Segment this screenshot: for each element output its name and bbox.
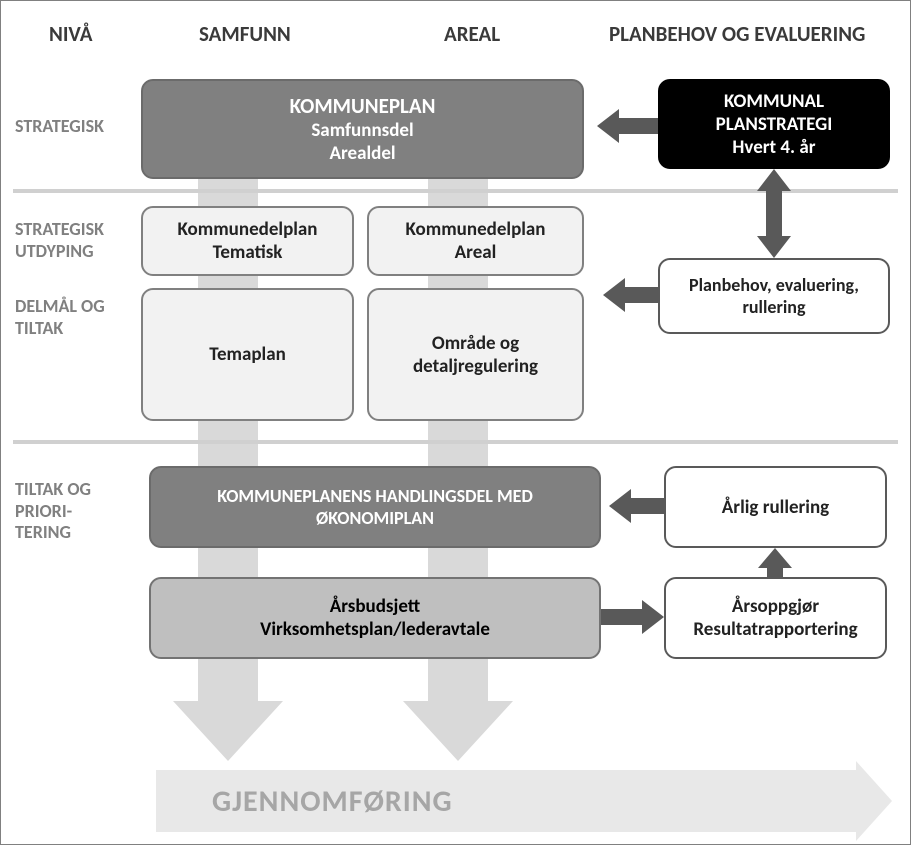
arrow-planstrategi-planbehov-bidir [757, 169, 791, 258]
header-samfunn: SAMFUNN [199, 21, 291, 47]
handlingsdel-l1: KOMMUNEPLANENS HANDLINGSDEL MED [217, 485, 533, 507]
arrow-planbehov-to-middle [603, 278, 658, 312]
box-kdp-tematisk: Kommunedelplan Tematisk [141, 206, 354, 276]
temaplan-l1: Temaplan [209, 343, 286, 366]
arlig-l1: Årlig rullering [722, 496, 829, 519]
rowlabel-strategisk: STRATEGISK [15, 116, 104, 138]
rowlabel-tiltak-l2: PRIORI- [15, 500, 72, 522]
box-arlig-rullering: Årlig rullering [664, 466, 887, 548]
box-kommuneplan: KOMMUNEPLAN Samfunnsdel Arealdel [141, 79, 584, 179]
omrade-l1: Område og [432, 332, 519, 355]
kdp-tematisk-l2: Tematisk [213, 241, 283, 264]
rowlabel-tiltak-l1: TILTAK OG [15, 478, 91, 500]
planstrategi-l3: Hvert 4. år [732, 136, 815, 159]
arsoppgjor-l1: Årsoppgjør [732, 595, 819, 618]
handlingsdel-l2: ØKONOMIPLAN [316, 507, 434, 529]
rowlabel-delmal-l2: TILTAK [15, 317, 63, 339]
box-arsbudsjett: Årsbudsjett Virksomhetsplan/lederavtale [149, 577, 601, 659]
banner-label: GJENNOMFØRING [212, 783, 453, 820]
planbehov-eval-l1: Planbehov, evaluering, [689, 274, 859, 296]
kommuneplan-l2: Samfunnsdel [311, 119, 413, 142]
rowlabel-tiltak: TILTAK OG PRIORI- TERING [15, 479, 91, 544]
box-handlingsdel: KOMMUNEPLANENS HANDLINGSDEL MED ØKONOMIP… [149, 466, 601, 548]
rowlabel-strategisk-utdyping-l1: STRATEGISK [15, 218, 104, 240]
arrow-arsoppgjor-to-arlig [758, 548, 792, 577]
box-kdp-areal: Kommunedelplan Areal [367, 206, 584, 276]
box-temaplan: Temaplan [141, 288, 354, 421]
banner-gjennomforing: GJENNOMFØRING [156, 761, 892, 841]
kommuneplan-l3: Arealdel [329, 142, 395, 165]
header-niva: NIVÅ [49, 21, 92, 47]
box-omrade: Område og detaljregulering [367, 288, 584, 421]
rowlabel-strategisk-utdyping-l2: UTDYPING [15, 240, 94, 262]
diagram-canvas: NIVÅ SAMFUNN AREAL PLANBEHOV OG EVALUERI… [0, 0, 911, 845]
rowlabel-delmal-l1: DELMÅL OG [15, 295, 105, 317]
arrow-planstrategi-to-kommuneplan [597, 109, 658, 143]
header-areal: AREAL [444, 21, 500, 47]
planstrategi-l2: PLANSTRATEGI [716, 113, 833, 136]
box-arsoppgjor: Årsoppgjør Resultatrapportering [664, 577, 887, 659]
planbehov-eval-l2: rullering [743, 296, 806, 318]
header-planbehov: PLANBEHOV OG EVALUERING [609, 21, 865, 47]
kommuneplan-title: KOMMUNEPLAN [290, 93, 436, 119]
arsbudsjett-l2: Virksomhetsplan/lederavtale [260, 618, 490, 641]
flow-arrow-areal [403, 701, 513, 761]
omrade-l2: detaljregulering [413, 355, 538, 378]
arrow-arsbudsjett-to-arsoppgjor [601, 600, 664, 634]
box-planstrategi: KOMMUNAL PLANSTRATEGI Hvert 4. år [658, 79, 890, 169]
kdp-tematisk-l1: Kommunedelplan [177, 218, 317, 241]
rowlabel-tiltak-l3: TERING [15, 521, 71, 543]
arsoppgjor-l2: Resultatrapportering [693, 618, 857, 641]
arrow-arlig-to-handlingsdel [609, 489, 664, 523]
kdp-areal-l2: Areal [455, 241, 497, 264]
kdp-areal-l1: Kommunedelplan [405, 218, 545, 241]
box-planbehov-eval: Planbehov, evaluering, rullering [658, 258, 890, 334]
flow-arrow-samfunn [173, 701, 283, 761]
arsbudsjett-l1: Årsbudsjett [330, 595, 421, 618]
separator-2 [13, 440, 898, 444]
rowlabel-strategisk-utdyping: STRATEGISK UTDYPING [15, 219, 104, 262]
rowlabel-delmal: DELMÅL OG TILTAK [15, 296, 105, 339]
planstrategi-l1: KOMMUNAL [724, 90, 824, 113]
